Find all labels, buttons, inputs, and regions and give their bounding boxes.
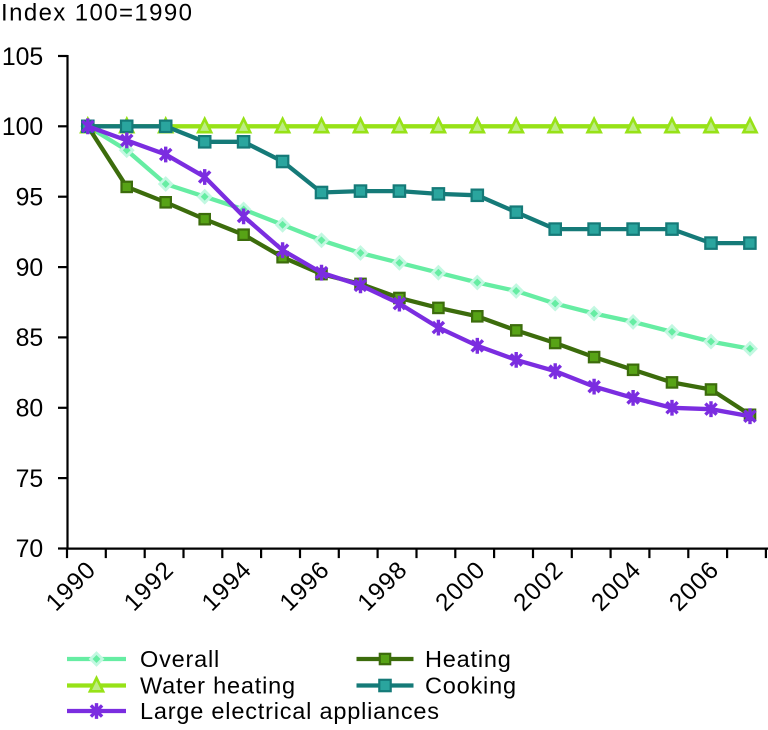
svg-text:Cooking: Cooking — [425, 673, 517, 699]
svg-text:80: 80 — [16, 396, 44, 423]
svg-text:85: 85 — [16, 325, 44, 352]
svg-text:90: 90 — [16, 255, 44, 282]
svg-text:100: 100 — [2, 114, 43, 141]
svg-text:75: 75 — [16, 466, 44, 493]
svg-text:70: 70 — [16, 536, 44, 563]
svg-text:105: 105 — [2, 44, 43, 71]
svg-text:Heating: Heating — [425, 646, 512, 672]
svg-text:Index 100=1990: Index 100=1990 — [1, 0, 193, 27]
svg-text:Overall: Overall — [140, 646, 220, 672]
svg-text:95: 95 — [16, 185, 44, 212]
svg-text:Water heating: Water heating — [140, 673, 296, 699]
svg-text:Large electrical appliances: Large electrical appliances — [140, 698, 440, 724]
